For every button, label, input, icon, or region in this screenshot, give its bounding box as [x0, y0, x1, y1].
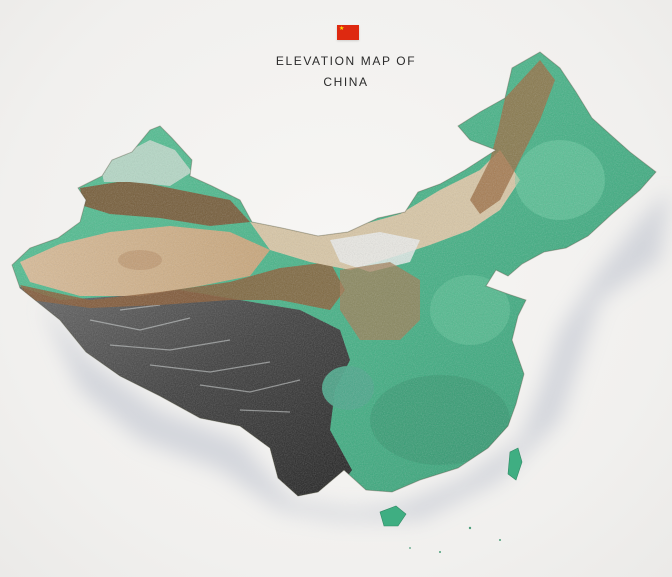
map-shadow	[40, 190, 670, 520]
map-title: ELEVATION MAP OF CHINA	[236, 51, 456, 93]
flag-star-icon: ★	[339, 25, 345, 32]
china-flag-icon: ★	[337, 25, 359, 40]
small-islands	[409, 526, 501, 553]
title-line-1: ELEVATION MAP OF	[275, 54, 417, 68]
title-line-2: CHINA	[323, 75, 369, 89]
hainan-island	[379, 505, 407, 527]
taiwan-island	[507, 447, 523, 481]
